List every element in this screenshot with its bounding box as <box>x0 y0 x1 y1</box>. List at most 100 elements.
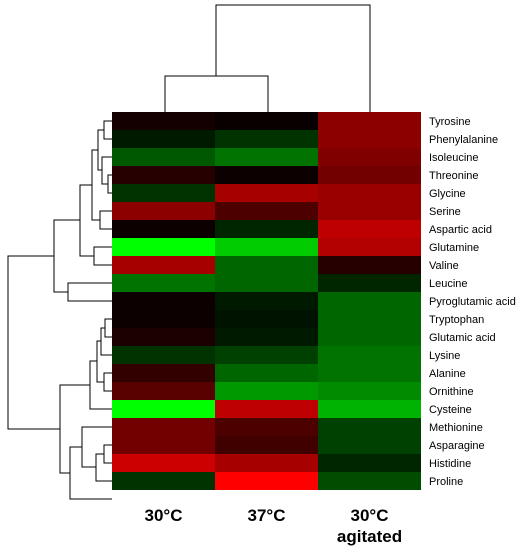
heatmap-cell-leucine-col3 <box>318 274 421 292</box>
row-label-tyrosine: Tyrosine <box>429 116 471 128</box>
heatmap-cell-glutamine-col1 <box>112 238 215 256</box>
row-label-tryptophan: Tryptophan <box>429 314 484 326</box>
row-dendro-b9 <box>67 282 112 302</box>
row-dendro-b16 <box>103 444 112 464</box>
row-label-pyroglutamic-acid: Pyroglutamic acid <box>429 296 516 308</box>
heatmap-cell-cysteine-col1 <box>112 400 215 418</box>
row-dendro-b1 <box>103 120 112 140</box>
heatmap-cell-proline-col2 <box>215 472 318 490</box>
row-label-aspartic-acid: Aspartic acid <box>429 224 492 236</box>
heatmap-cell-glutamine-col2 <box>215 238 318 256</box>
heatmap-cell-valine-col2 <box>215 256 318 274</box>
row-label-histidine: Histidine <box>429 458 471 470</box>
row-label-proline: Proline <box>429 476 463 488</box>
heatmap-cell-tryptophan-col3 <box>318 310 421 328</box>
heatmap-cell-cysteine-col2 <box>215 400 318 418</box>
heatmap-cell-methionine-col2 <box>215 418 318 436</box>
row-label-serine: Serine <box>429 206 461 218</box>
heatmap-cell-ornithine-col3 <box>318 382 421 400</box>
row-label-threonine: Threonine <box>429 170 479 182</box>
row-dendro-b19 <box>69 446 112 500</box>
heatmap-cell-methionine-col1 <box>112 418 215 436</box>
heatmap-cell-phenylalanine-col3 <box>318 130 421 148</box>
row-dendro-b11 <box>104 318 112 338</box>
heatmap-cell-phenylalanine-col1 <box>112 130 215 148</box>
heatmap-cell-valine-col3 <box>318 256 421 274</box>
col-dendro-branch-root <box>215 4 371 112</box>
row-label-alanine: Alanine <box>429 368 466 380</box>
row-dendro-b6 <box>93 246 112 266</box>
row-dendro-b2 <box>107 174 112 194</box>
row-dendro-b3 <box>101 156 112 185</box>
heatmap-cell-proline-col1 <box>112 472 215 490</box>
heatmap-cell-isoleucine-col3 <box>318 148 421 166</box>
heatmap-cell-histidine-col2 <box>215 454 318 472</box>
row-dendro-root <box>7 255 60 430</box>
heatmap-cell-pyroglutamic-acid-col2 <box>215 292 318 310</box>
heatmap-cell-pyroglutamic-acid-col1 <box>112 292 215 310</box>
heatmap-cell-phenylalanine-col2 <box>215 130 318 148</box>
column-label-2-line1: 37°C <box>248 506 286 525</box>
row-label-methionine: Methionine <box>429 422 483 434</box>
heatmap-cell-asparagine-col3 <box>318 436 421 454</box>
column-label-3-line2: agitated <box>337 527 402 546</box>
heatmap-cell-glutamic-acid-col3 <box>318 328 421 346</box>
heatmap-cell-asparagine-col2 <box>215 436 318 454</box>
column-dendrogram <box>164 4 371 112</box>
heatmap-cell-serine-col3 <box>318 202 421 220</box>
heatmap-cell-tyrosine-col3 <box>318 112 421 130</box>
heatmap-cell-lysine-col2 <box>215 346 318 364</box>
row-label-ornithine: Ornithine <box>429 386 474 398</box>
heatmap-cell-proline-col3 <box>318 472 421 490</box>
heatmap-cell-glutamic-acid-col2 <box>215 328 318 346</box>
row-label-isoleucine: Isoleucine <box>429 152 479 164</box>
heatmap-cell-tyrosine-col2 <box>215 112 318 130</box>
row-dendro-b4 <box>97 129 104 171</box>
row-label-valine: Valine <box>429 260 459 272</box>
row-label-lysine: Lysine <box>429 350 460 362</box>
heatmap-cell-aspartic-acid-col1 <box>112 220 215 238</box>
heatmap-cell-glutamic-acid-col1 <box>112 328 215 346</box>
heatmap-cell-glycine-col1 <box>112 184 215 202</box>
row-dendro-b7 <box>91 149 100 221</box>
heatmap-cell-histidine-col3 <box>318 454 421 472</box>
heatmap-cell-glycine-col3 <box>318 184 421 202</box>
row-labels: Tyrosine Phenylalanine Isoleucine Threonine… <box>429 116 516 488</box>
row-dendro-b13 <box>103 372 112 392</box>
row-dendro-b15 <box>89 360 112 410</box>
heatmap-cell-threonine-col2 <box>215 166 318 184</box>
heatmap-cell-isoleucine-col2 <box>215 148 318 166</box>
column-label-1-line1: 30°C <box>145 506 183 525</box>
heatmap-cell-lysine-col1 <box>112 346 215 364</box>
heatmap-cell-asparagine-col1 <box>112 436 215 454</box>
heatmap-cell-serine-col1 <box>112 202 215 220</box>
heatmap-cell-ornithine-col2 <box>215 382 318 400</box>
row-label-glutamine: Glutamine <box>429 242 479 254</box>
heatmap-cell-lysine-col3 <box>318 346 421 364</box>
heatmap-cell-aspartic-acid-col3 <box>318 220 421 238</box>
heatmap-cell-methionine-col3 <box>318 418 421 436</box>
row-dendro-b12 <box>100 327 112 356</box>
col-dendro-branch-30c-37c <box>164 75 269 112</box>
heatmap-cell-threonine-col1 <box>112 166 215 184</box>
heatmap-cell-glycine-col2 <box>215 184 318 202</box>
heatmap-cell-alanine-col2 <box>215 364 318 382</box>
heatmap-cell-glutamine-col3 <box>318 238 421 256</box>
heatmap-cell-alanine-col3 <box>318 364 421 382</box>
column-labels: 30°C 37°C 30°C agitated <box>145 506 403 546</box>
heatmap-cell-threonine-col3 <box>318 166 421 184</box>
column-label-3-line1: 30°C <box>351 506 389 525</box>
heatmap-cell-tryptophan-col2 <box>215 310 318 328</box>
row-dendro-b18 <box>81 426 112 468</box>
row-label-glycine: Glycine <box>429 188 466 200</box>
heatmap-cell-ornithine-col1 <box>112 382 215 400</box>
heatmap-cell-leucine-col1 <box>112 274 215 292</box>
row-dendro-b10 <box>53 219 80 293</box>
row-label-glutamic-acid: Glutamic acid <box>429 332 496 344</box>
heatmap-cell-tryptophan-col1 <box>112 310 215 328</box>
row-label-leucine: Leucine <box>429 278 468 290</box>
row-dendro-b20 <box>59 384 90 474</box>
heatmap-cells <box>112 112 421 490</box>
heatmap-cell-alanine-col1 <box>112 364 215 382</box>
heatmap-cell-leucine-col2 <box>215 274 318 292</box>
